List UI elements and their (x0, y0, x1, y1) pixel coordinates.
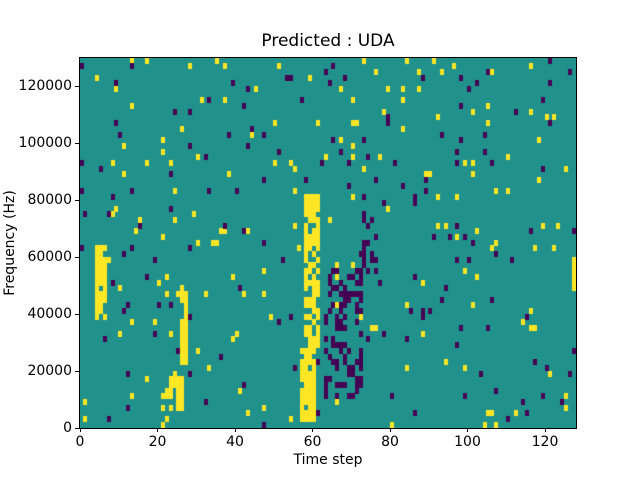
plot-frame (79, 57, 577, 429)
x-tick-mark (389, 428, 391, 432)
y-tick-mark (75, 199, 79, 201)
x-tick-label: 20 (148, 434, 167, 450)
x-tick-label: 80 (381, 434, 399, 450)
y-tick-mark (75, 313, 79, 315)
chart-title: Predicted : UDA (261, 31, 395, 51)
y-tick-label: 0 (63, 420, 72, 436)
x-tick-label: 60 (303, 434, 322, 450)
y-tick-mark (75, 85, 79, 87)
x-tick-mark (467, 428, 468, 432)
y-tick-label: 120000 (18, 78, 72, 95)
x-tick-label: 100 (454, 434, 481, 450)
y-tick-label: 40000 (27, 306, 72, 323)
y-tick-mark (75, 256, 79, 258)
y-tick-mark (75, 427, 79, 429)
x-tick-label: 120 (531, 434, 559, 450)
y-tick-mark (75, 370, 79, 372)
x-tick-label: 40 (226, 434, 244, 450)
y-tick-mark (75, 142, 79, 144)
x-tick-mark (79, 428, 81, 432)
y-tick-label: 100000 (18, 135, 72, 152)
x-axis-label: Time step (293, 452, 363, 468)
x-tick-mark (157, 428, 158, 432)
y-tick-label: 80000 (27, 192, 72, 209)
x-tick-mark (234, 428, 236, 432)
x-tick-mark (544, 428, 546, 432)
x-tick-mark (312, 428, 313, 432)
heatmap-canvas (80, 58, 576, 428)
y-tick-label: 60000 (27, 249, 72, 266)
y-tick-label: 20000 (27, 363, 72, 380)
x-tick-label: 0 (75, 434, 85, 450)
